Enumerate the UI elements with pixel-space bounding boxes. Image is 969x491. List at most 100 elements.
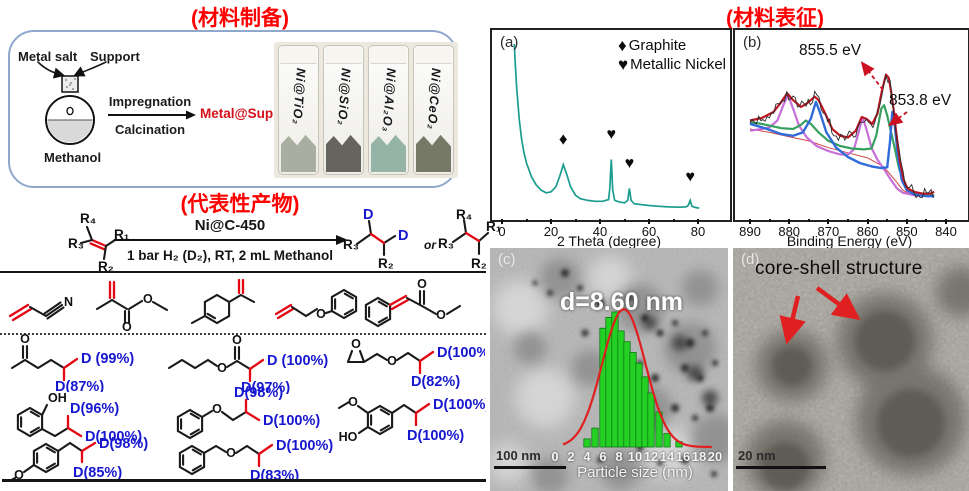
histogram-tick-label: 8	[615, 449, 623, 464]
substrates-row: N O O O O O	[8, 277, 462, 332]
xps-raw-data	[749, 73, 934, 199]
histogram-bar	[635, 362, 643, 448]
metal-salt-label: Metal salt	[18, 49, 78, 64]
reactant-alkene-structure: R₄ R₃ R₁ R₂	[68, 211, 130, 272]
o-atom: O	[226, 446, 236, 460]
tick-mark	[905, 219, 908, 224]
o-atom: O	[20, 334, 30, 346]
minor-tick-mark	[925, 219, 928, 222]
vial-ni-sio2: Ni@SiO₂	[323, 45, 364, 175]
annotation-8555: 855.5 eV	[799, 42, 862, 59]
tem-dark-clusters	[643, 316, 718, 406]
flask-liquid	[47, 120, 93, 143]
d-top-label: D	[363, 207, 373, 223]
tick-mark	[648, 219, 650, 224]
core-shell-arrow-left	[779, 295, 806, 345]
d-yield-sub: D(83%)	[250, 468, 299, 482]
histogram-tick-label: 14	[659, 449, 675, 464]
chain-bonds	[355, 219, 397, 257]
substrate-allyl-phenyl-ether: O	[274, 288, 358, 321]
xrd-panel: (a) ♦ Graphite ♥ Metallic Nickel ♦ ♥ ♥ ♥	[490, 28, 732, 222]
chain-bonds	[451, 218, 490, 256]
d-yield-main: D(98%)	[99, 436, 148, 452]
or-label: or	[424, 238, 436, 252]
d-yield-sub: D(85%)	[73, 465, 122, 481]
panel-a-tag: (a)	[500, 34, 519, 51]
tick-mark	[866, 219, 869, 224]
o-atom: O	[212, 402, 222, 416]
xrd-plot: ♦ ♥ ♥ ♥	[513, 43, 700, 209]
d-yield-main: D(100%)	[437, 345, 485, 361]
d-yield-top: D(98%)	[234, 386, 283, 401]
tick-label: 870	[817, 224, 840, 239]
product-8-benzyl-ether: O D(100%) D(83%)	[178, 438, 333, 482]
d-right-label: D	[398, 228, 408, 244]
xrd-curve	[513, 43, 700, 209]
o-atom: O	[436, 308, 446, 322]
annotation-arrow-8538	[888, 111, 908, 127]
characterization-title: (材料表征)	[726, 7, 824, 30]
product-1-ketone: O D (99%) D(87%)	[10, 334, 134, 392]
histogram-bar	[583, 438, 591, 448]
tick-mark	[827, 219, 830, 224]
minor-tick-mark	[623, 219, 626, 222]
o-atom: O	[387, 354, 397, 368]
red-bond	[464, 231, 481, 243]
o-atom: O	[122, 320, 132, 332]
histogram-bar	[591, 427, 599, 448]
minor-tick-mark	[525, 219, 528, 222]
r2-label: R₂	[378, 256, 394, 270]
flask-outline	[45, 95, 95, 145]
tick-label: 840	[935, 224, 957, 239]
gaussian-fit-curve	[562, 308, 712, 449]
scalebar-20nm	[736, 466, 826, 469]
d-yield-sub: D(100%)	[407, 428, 464, 444]
impregnation-label: Impregnation	[108, 94, 192, 109]
r2-label: R₂	[98, 259, 114, 272]
c-c-double-bond	[89, 238, 108, 251]
flask-diagram	[37, 61, 107, 145]
scalebar-100nm	[494, 466, 566, 469]
d-yield-top: D(96%)	[70, 401, 119, 417]
divider-line-bottom	[2, 479, 486, 482]
tick-label: 0	[498, 224, 506, 239]
vials-photo: Ni@TiO₂ Ni@SiO₂ Ni@Al₂O₃ Ni@CeO₂	[274, 42, 458, 178]
tick-label: 60	[641, 224, 657, 239]
histogram-bar	[599, 327, 607, 448]
xps-series-envelope	[749, 73, 935, 195]
d-yield-main: D (100%)	[267, 353, 328, 369]
xps-axis-ticks: 890 880 870 860 850 840	[733, 219, 966, 239]
tick-mark	[697, 219, 699, 224]
tem-nanoparticle-dots	[532, 269, 718, 477]
red-bond	[369, 232, 386, 245]
product-5-phenyl-ether: O D(98%) D(100%)	[176, 386, 320, 440]
product-6-methoxyphenol: O HO D(100%) D(100%)	[337, 395, 486, 444]
prep-arrow	[108, 110, 196, 120]
reaction-arrow	[114, 235, 348, 245]
drop-icon	[66, 106, 74, 116]
histogram-tick-label: 0	[551, 449, 559, 464]
pour-arrow-left	[37, 61, 66, 79]
calcination-label: Calcination	[114, 122, 186, 137]
pour-arrow-right	[73, 61, 107, 77]
oh-group: OH	[48, 391, 67, 405]
tick-label: 850	[895, 224, 918, 239]
vial-cap	[370, 46, 407, 64]
prep-box: Metal salt Support Methanol Impregna	[8, 30, 458, 188]
r3-label: R₃	[343, 237, 359, 252]
o-atom: O	[316, 307, 326, 321]
histogram-axis-ticks: 0 2 4 6 8 10 12 14 16 18 20	[490, 449, 728, 465]
o-atom: O	[351, 337, 361, 351]
product-2-butyl-ester: O O D (100%) D(97%)	[167, 334, 328, 394]
catalyst-label: Ni@C-450	[194, 217, 266, 234]
tick-label: 890	[739, 224, 761, 239]
tick-label: 20	[543, 224, 559, 239]
tick-mark	[749, 219, 751, 224]
d-yield-sub: D(87%)	[55, 379, 104, 392]
product-7-methoxyphenyl: O D(98%) D(85%)	[6, 436, 148, 482]
o-atom: O	[14, 468, 24, 482]
tem-light-patches	[490, 256, 696, 483]
size-histogram	[562, 308, 712, 449]
histogram-bar	[623, 341, 631, 448]
